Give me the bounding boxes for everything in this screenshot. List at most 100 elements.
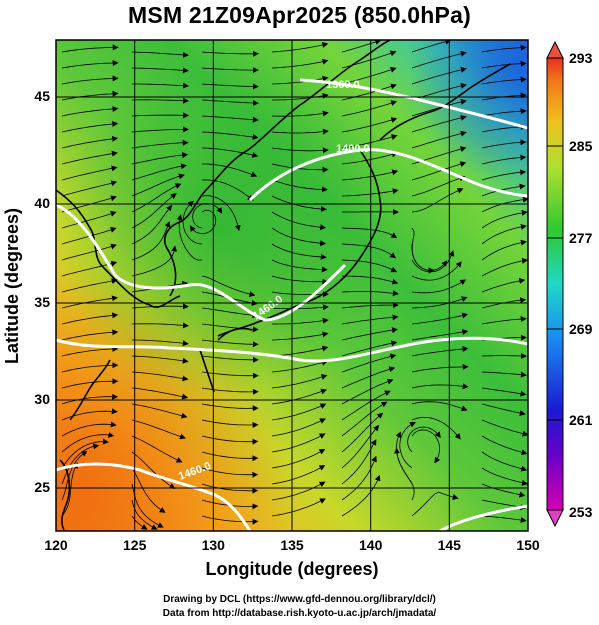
streamline <box>481 139 527 149</box>
streamline <box>341 259 398 273</box>
streamline <box>411 50 467 69</box>
x-tick-label: 135 <box>280 537 304 553</box>
y-tick-label: 25 <box>34 479 50 495</box>
streamline <box>61 165 118 181</box>
streamline <box>271 110 329 117</box>
x-axis-label: Longitude (degrees) <box>205 559 378 579</box>
streamline <box>271 433 326 453</box>
streamline <box>341 302 399 309</box>
streamline <box>202 163 258 178</box>
streamline <box>201 339 259 348</box>
streamline <box>61 210 117 229</box>
streamline <box>341 66 397 85</box>
streamline <box>341 390 391 421</box>
streamline <box>131 193 177 229</box>
streamline <box>481 223 527 245</box>
streamline <box>201 115 259 123</box>
streamline <box>481 60 527 69</box>
streamline <box>399 422 416 469</box>
streamline <box>481 278 526 293</box>
streamline <box>61 362 119 373</box>
streamline <box>341 412 384 453</box>
credit-data: Data from http://database.rish.kyoto-u.a… <box>162 608 437 619</box>
chart-title: MSM 21Z09Apr2025 (850.0hPa) <box>128 2 471 28</box>
streamline <box>411 296 468 309</box>
streamline <box>271 359 328 373</box>
streamline <box>182 200 203 245</box>
streamline <box>411 40 452 53</box>
streamline <box>131 467 166 513</box>
streamline <box>341 327 398 341</box>
streamline <box>411 329 469 341</box>
streamline <box>271 195 327 213</box>
streamline <box>131 139 189 149</box>
streamline <box>201 50 259 57</box>
streamline <box>61 278 118 293</box>
streamline <box>131 483 164 528</box>
streamline <box>201 387 259 395</box>
streamline <box>341 134 398 149</box>
streamline <box>61 378 119 389</box>
streamline <box>481 515 527 523</box>
streamline <box>411 346 469 357</box>
streamline <box>341 366 396 389</box>
streamline <box>481 352 527 359</box>
streamline <box>411 175 466 197</box>
contour-label: 1360.0 <box>326 79 360 91</box>
streamline <box>131 183 182 213</box>
streamline <box>394 447 415 501</box>
plot-frame <box>55 39 529 532</box>
y-tick-label: 30 <box>34 391 50 407</box>
geopotential-contours <box>56 78 528 531</box>
streamline <box>481 316 527 325</box>
streamline <box>481 183 526 197</box>
streamline <box>201 355 259 363</box>
streamline <box>481 209 528 229</box>
streamline <box>341 401 388 437</box>
streamline <box>61 121 119 133</box>
streamline <box>341 83 397 101</box>
streamline <box>61 443 100 485</box>
streamline <box>201 83 259 90</box>
x-axis: 120 125 130 135 140 145 150 Longitude (d… <box>44 537 540 579</box>
x-tick-label: 140 <box>359 537 383 553</box>
colorbar: 293 285 277 269 261 253 <box>546 40 593 528</box>
streamline <box>271 388 327 405</box>
streamline <box>411 401 468 412</box>
streamline <box>481 108 527 117</box>
y-axis: 25 30 35 40 45 Latitude (degrees) <box>2 88 50 495</box>
x-tick-label: 120 <box>44 537 68 553</box>
streamline <box>411 312 469 325</box>
streamline <box>61 312 119 325</box>
colorbar-bottom-triangle <box>546 509 564 528</box>
streamline <box>481 257 528 277</box>
streamline <box>271 498 326 517</box>
streamline <box>341 169 399 181</box>
y-tick-label: 45 <box>34 88 50 104</box>
streamline <box>411 416 461 440</box>
streamline <box>411 279 467 294</box>
streamline <box>201 195 241 232</box>
streamline <box>61 150 118 165</box>
streamline <box>201 451 259 462</box>
colorbar-top-triangle <box>546 40 564 59</box>
streamline <box>131 112 189 119</box>
streamline <box>341 353 397 373</box>
streamline <box>271 58 329 69</box>
streamline <box>61 450 88 501</box>
x-tick-label: 150 <box>516 537 540 553</box>
streamline <box>341 40 382 53</box>
streamline <box>341 151 398 165</box>
streamline <box>131 126 189 133</box>
streamline <box>271 227 327 247</box>
streamline <box>271 465 326 485</box>
streamline <box>481 483 526 498</box>
streamline <box>131 403 188 419</box>
streamline <box>271 128 329 135</box>
streamline <box>341 474 381 517</box>
colorbar-tick-label: 253 <box>569 504 593 520</box>
streamline <box>481 76 527 85</box>
streamline <box>341 275 399 285</box>
streamline <box>61 44 119 53</box>
